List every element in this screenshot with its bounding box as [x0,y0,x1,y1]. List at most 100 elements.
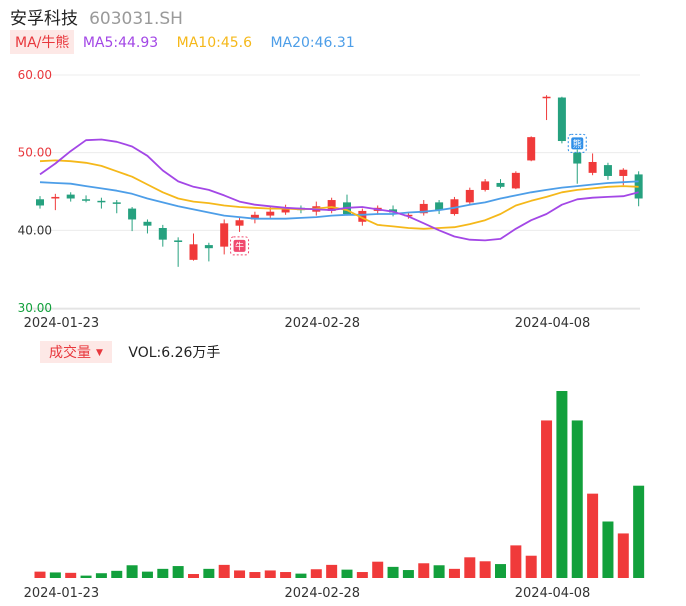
date-tick-label: 2024-04-08 [515,586,591,601]
volume-indicator-selector[interactable]: 成交量 ▼ [40,341,112,363]
volume-bar[interactable] [172,566,184,578]
date-tick-label: 2024-02-28 [285,586,361,601]
bear-signal-icon[interactable]: 熊 [567,133,587,153]
candle-body[interactable] [266,211,275,216]
volume-bar[interactable] [188,574,199,578]
volume-bar[interactable] [234,570,246,578]
candle-body[interactable] [465,189,474,203]
volume-bar[interactable] [479,561,491,578]
candle-body[interactable] [603,165,612,176]
date-tick-label: 2024-04-08 [515,316,591,331]
candle-body[interactable] [158,228,167,240]
date-tick-label: 2024-01-23 [24,316,100,331]
volume-bar[interactable] [448,568,460,578]
volume-bar[interactable] [341,569,353,578]
volume-bar[interactable] [372,561,384,578]
volume-bar[interactable] [541,420,553,578]
dropdown-caret-icon: ▼ [96,348,103,358]
candle-body[interactable] [66,194,75,199]
volume-bar[interactable] [633,485,645,578]
volume-bar[interactable] [203,568,215,578]
candle-body[interactable] [481,181,490,190]
price-tick-label: 30.00 [18,301,52,315]
volume-bar[interactable] [602,521,614,578]
ma20-line [39,180,639,220]
volume-bar[interactable] [418,563,430,578]
volume-bar[interactable] [65,572,77,578]
candle-body[interactable] [634,174,643,199]
price-tick-label: 40.00 [18,223,52,237]
signal-label: 熊 [573,138,582,150]
candle-body[interactable] [419,203,428,214]
volume-bar[interactable] [387,566,399,578]
stock-title: 安孚科技 603031.SH [10,4,183,29]
candle-body[interactable] [511,172,520,189]
candle-body[interactable] [128,208,137,220]
ma10-legend-item: MA10:45.6 [176,35,252,51]
volume-bar[interactable] [49,572,61,578]
volume-bar[interactable] [510,545,522,578]
candle-body[interactable] [542,96,551,99]
price-grid [32,74,640,310]
volume-bar[interactable] [218,564,230,578]
bull-signal-icon[interactable]: 牛 [230,236,250,256]
volume-bar[interactable] [525,555,537,578]
volume-bar[interactable] [310,569,322,578]
signal-markers: 牛熊 [230,133,587,256]
volume-bar[interactable] [556,391,568,578]
candle-body[interactable] [358,210,367,222]
candle-body[interactable] [174,240,183,242]
candle-body[interactable] [588,161,597,173]
volume-bar[interactable] [264,570,276,578]
volume-bar[interactable] [617,533,629,578]
volume-bar[interactable] [80,575,92,578]
volume-bar[interactable] [295,573,307,578]
volume-bar[interactable] [141,571,153,578]
candle-body[interactable] [36,199,44,206]
candle-body[interactable] [82,199,91,201]
price-axis: 60.00 50.00 40.00 30.00 [18,68,52,315]
signal-label: 牛 [235,240,244,252]
volume-bar[interactable] [495,564,506,578]
candle-body[interactable] [557,97,566,142]
candle-body[interactable] [189,244,198,260]
candle-body[interactable] [250,214,259,220]
candle-body[interactable] [496,182,505,187]
volume-bar[interactable] [249,572,261,578]
candle-body[interactable] [281,207,290,213]
volume-bar[interactable] [126,565,138,578]
volume-bar[interactable] [356,572,368,578]
candle-body[interactable] [112,202,121,204]
volume-indicator-label: 成交量 [49,345,91,361]
volume-bar[interactable] [402,570,414,578]
date-tick-label: 2024-02-28 [285,316,361,331]
ma-indicator-selector[interactable]: MA/牛熊 [10,30,75,54]
volume-bar[interactable] [157,568,169,578]
volume-bar[interactable] [571,420,583,578]
candle-body[interactable] [97,200,106,203]
volume-value: VOL:6.26万手 [128,345,221,361]
volume-bar[interactable] [433,565,445,578]
price-tick-label: 60.00 [18,68,52,82]
volume-bar[interactable] [95,573,107,578]
candlestick-series [36,95,643,267]
volume-bar[interactable] [326,564,338,578]
candle-body[interactable] [51,196,60,199]
moving-average-lines [39,138,639,242]
volume-bar[interactable] [464,557,476,578]
volume-bar[interactable] [34,571,46,578]
candle-body[interactable] [619,169,628,176]
candle-body[interactable] [573,152,582,164]
volume-bar[interactable] [111,570,123,578]
candle-body[interactable] [527,137,536,161]
candle-body[interactable] [204,245,213,249]
candle-body[interactable] [327,200,336,211]
candle-body[interactable] [235,220,244,226]
candle-body[interactable] [450,199,459,215]
candle-body[interactable] [435,202,444,211]
candle-body[interactable] [143,221,152,226]
volume-bar[interactable] [280,572,292,578]
volume-bar[interactable] [587,493,599,578]
candle-body[interactable] [220,223,229,247]
